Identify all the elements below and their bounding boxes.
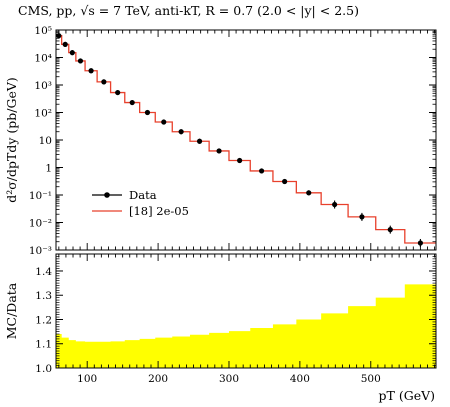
data-point	[258, 168, 265, 174]
data-point	[56, 33, 62, 39]
ratio-band-area	[56, 284, 436, 368]
data-point	[178, 129, 184, 135]
data-point	[69, 50, 75, 56]
data-point	[332, 201, 338, 208]
data-point	[88, 68, 94, 74]
main-y-axis-label: d²σ/dpTdy (pb/GeV)	[4, 77, 19, 203]
ratio-band	[56, 284, 436, 368]
data-point	[359, 214, 365, 220]
ratio-frame	[55, 253, 437, 369]
main-y-tick-label: 1	[45, 163, 52, 175]
ratio-y-tick-label: 1.0	[35, 363, 52, 375]
ratio-x-tick-labels: 100 200 300 400 500	[77, 373, 381, 385]
data-series	[56, 33, 424, 247]
legend-mc-label: [18] 2e-05	[129, 204, 189, 218]
ratio-x-ticks	[58, 254, 436, 368]
main-y-tick-label: 10⁻²	[29, 218, 52, 230]
ratio-panel: 1.01.11.21.31.4 100 200 300 400 500 MC/Data …	[4, 253, 437, 403]
main-frame	[55, 29, 437, 251]
x-tick-label: 100	[77, 373, 97, 385]
data-point	[62, 41, 68, 47]
x-tick-label: 300	[219, 373, 239, 385]
ratio-y-tick-label: 1.2	[35, 314, 52, 326]
ratio-y-tick-label: 1.3	[35, 290, 52, 302]
main-x-ticks	[58, 30, 436, 250]
data-point	[101, 79, 107, 85]
main-panel: 10⁵ 10⁴ 10³ 10² 10 1 10⁻¹ 10⁻² 10⁻³ d²σ/dpTdy (p…	[4, 25, 437, 257]
data-point	[129, 99, 135, 106]
chart-title: CMS, pp, √s = 7 TeV, anti-kT, R = 0.7 (2…	[18, 3, 359, 18]
data-point	[77, 58, 84, 64]
data-point	[306, 190, 312, 196]
x-tick-label: 200	[148, 373, 168, 385]
data-point	[115, 89, 121, 96]
data-point	[196, 138, 203, 144]
main-y-tick-label: 10⁵	[34, 25, 52, 37]
legend-data-marker	[104, 192, 110, 198]
data-point	[144, 109, 151, 116]
ratio-y-tick-labels: 1.0 1.1 1.2 1.3 1.4	[35, 266, 52, 375]
legend: Data [18] 2e-05	[92, 188, 189, 218]
main-y-tick-label: 10	[39, 135, 52, 147]
main-y-tick-label: 10⁴	[34, 53, 52, 65]
x-tick-label: 500	[361, 373, 381, 385]
data-point	[282, 178, 288, 185]
x-tick-label: 400	[290, 373, 310, 385]
x-axis-label: pT (GeV)	[379, 388, 435, 403]
data-point	[161, 119, 167, 125]
data-point	[417, 240, 424, 246]
data-point	[216, 148, 222, 154]
ratio-y-tick-label: 1.1	[35, 339, 52, 351]
main-y-tick-label: 10³	[34, 80, 52, 92]
ratio-y-axis-label: MC/Data	[4, 282, 19, 339]
data-point	[237, 157, 243, 164]
ratio-y-tick-label: 1.4	[35, 266, 52, 278]
main-y-tick-labels: 10⁵ 10⁴ 10³ 10² 10 1 10⁻¹ 10⁻² 10⁻³	[29, 25, 52, 257]
main-y-tick-label: 10⁻³	[29, 245, 52, 257]
main-y-tick-label: 10⁻¹	[29, 190, 52, 202]
data-point	[387, 227, 393, 233]
main-y-tick-label: 10²	[34, 108, 52, 120]
legend-data-label: Data	[129, 188, 157, 202]
